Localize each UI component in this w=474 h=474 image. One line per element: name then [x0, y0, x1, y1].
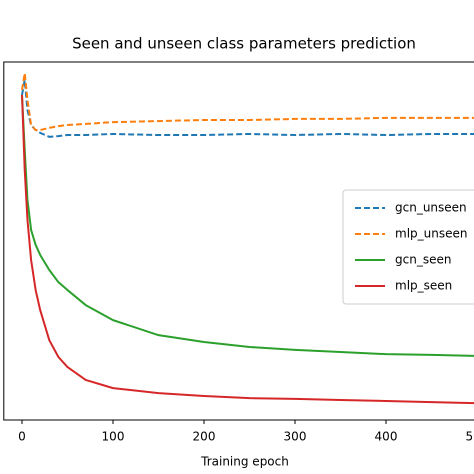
legend-box — [342, 189, 474, 305]
x-tick-label: 300 — [284, 430, 307, 444]
x-tick-label: 400 — [375, 430, 398, 444]
plot-frame — [3, 61, 474, 421]
series-line — [21, 94, 474, 405]
x-tick-label: 0 — [18, 430, 26, 444]
series-line — [21, 78, 474, 138]
legend-label: mlp_seen — [395, 279, 452, 293]
series-line — [21, 72, 474, 132]
legend-label: mlp_unseen — [395, 227, 467, 241]
legend-label: gcn_seen — [395, 253, 451, 267]
legend-label: gcn_unseen — [395, 201, 467, 215]
x-axis-label: Training epoch — [200, 455, 289, 469]
x-tick-label: 100 — [102, 430, 125, 444]
x-tick-label: 500 — [466, 430, 474, 444]
chart-title: Seen and unseen class parameters predict… — [72, 35, 416, 53]
series-line — [21, 94, 474, 357]
x-tick-label: 200 — [193, 430, 216, 444]
